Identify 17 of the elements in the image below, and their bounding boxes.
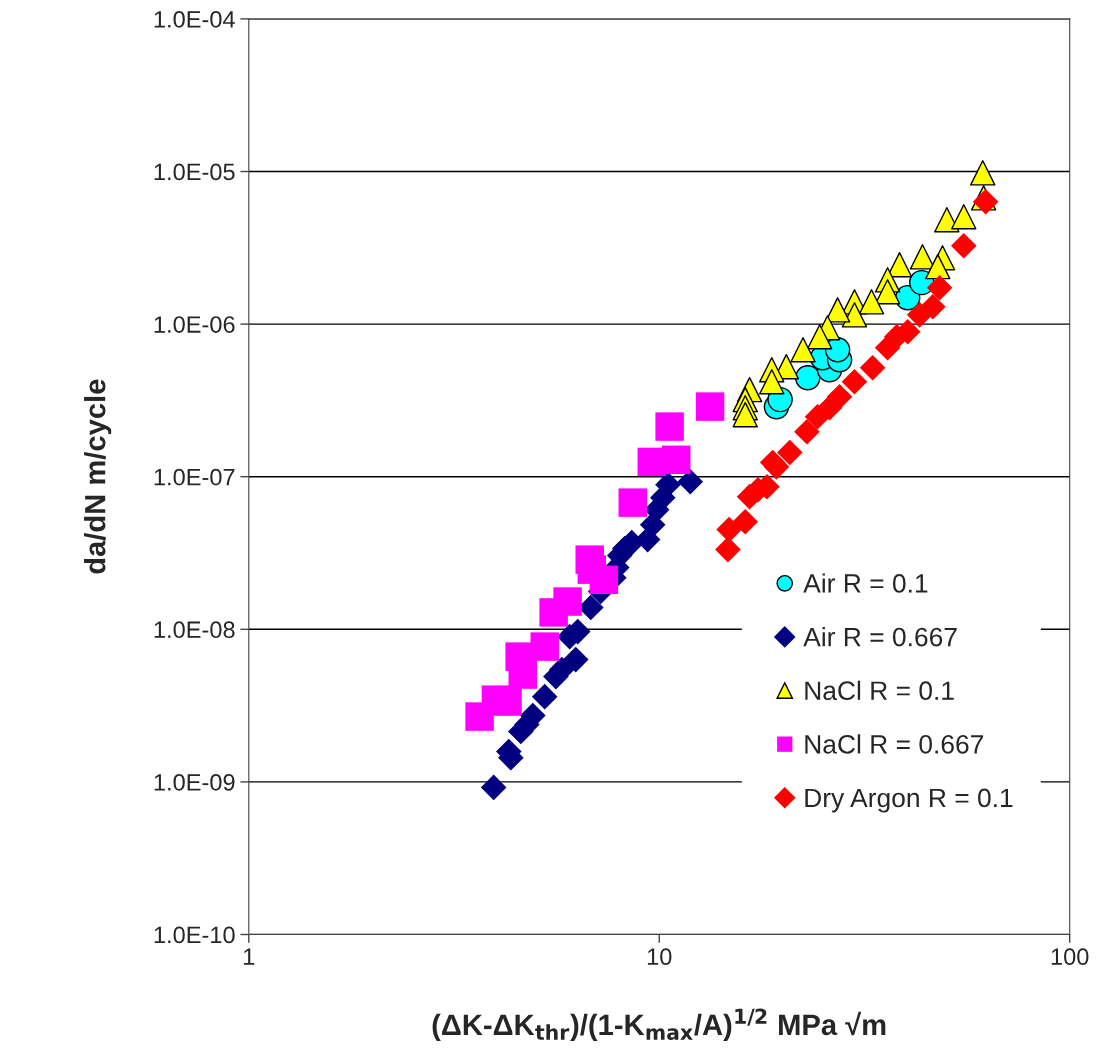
legend-label: Air R = 0.1 <box>803 573 928 593</box>
y-tick-label: 1.0E-04 <box>154 10 235 28</box>
legend-label: Dry Argon R = 0.1 <box>805 788 1013 813</box>
x-tick-label: 1 <box>244 948 255 965</box>
y-tick-label: 1.0E-08 <box>154 621 235 639</box>
legend-label: Air R = 0.667 <box>803 627 957 647</box>
x-tick-label: 10 <box>647 948 672 966</box>
x-tick-label: 100 <box>1051 948 1089 966</box>
y-tick-label: 1.0E-09 <box>154 773 235 791</box>
legend-label: NaCl R = 0.667 <box>805 734 984 754</box>
y-tick-label: 1.0E-10 <box>154 926 235 944</box>
y-axis-title: da/dN m/cycle <box>84 379 112 574</box>
y-tick-label: 1.0E-05 <box>154 163 235 181</box>
x-axis-title: (ΔK-ΔK$_{thr}$)/(1-K$_{max}$/A)$^{1/2}$ MPa √m <box>432 1008 886 1041</box>
y-tick-label: 1.0E-07 <box>154 468 235 486</box>
y-tick-label: 1.0E-06 <box>154 316 235 333</box>
legend-label: NaCl R = 0.1 <box>805 680 954 701</box>
